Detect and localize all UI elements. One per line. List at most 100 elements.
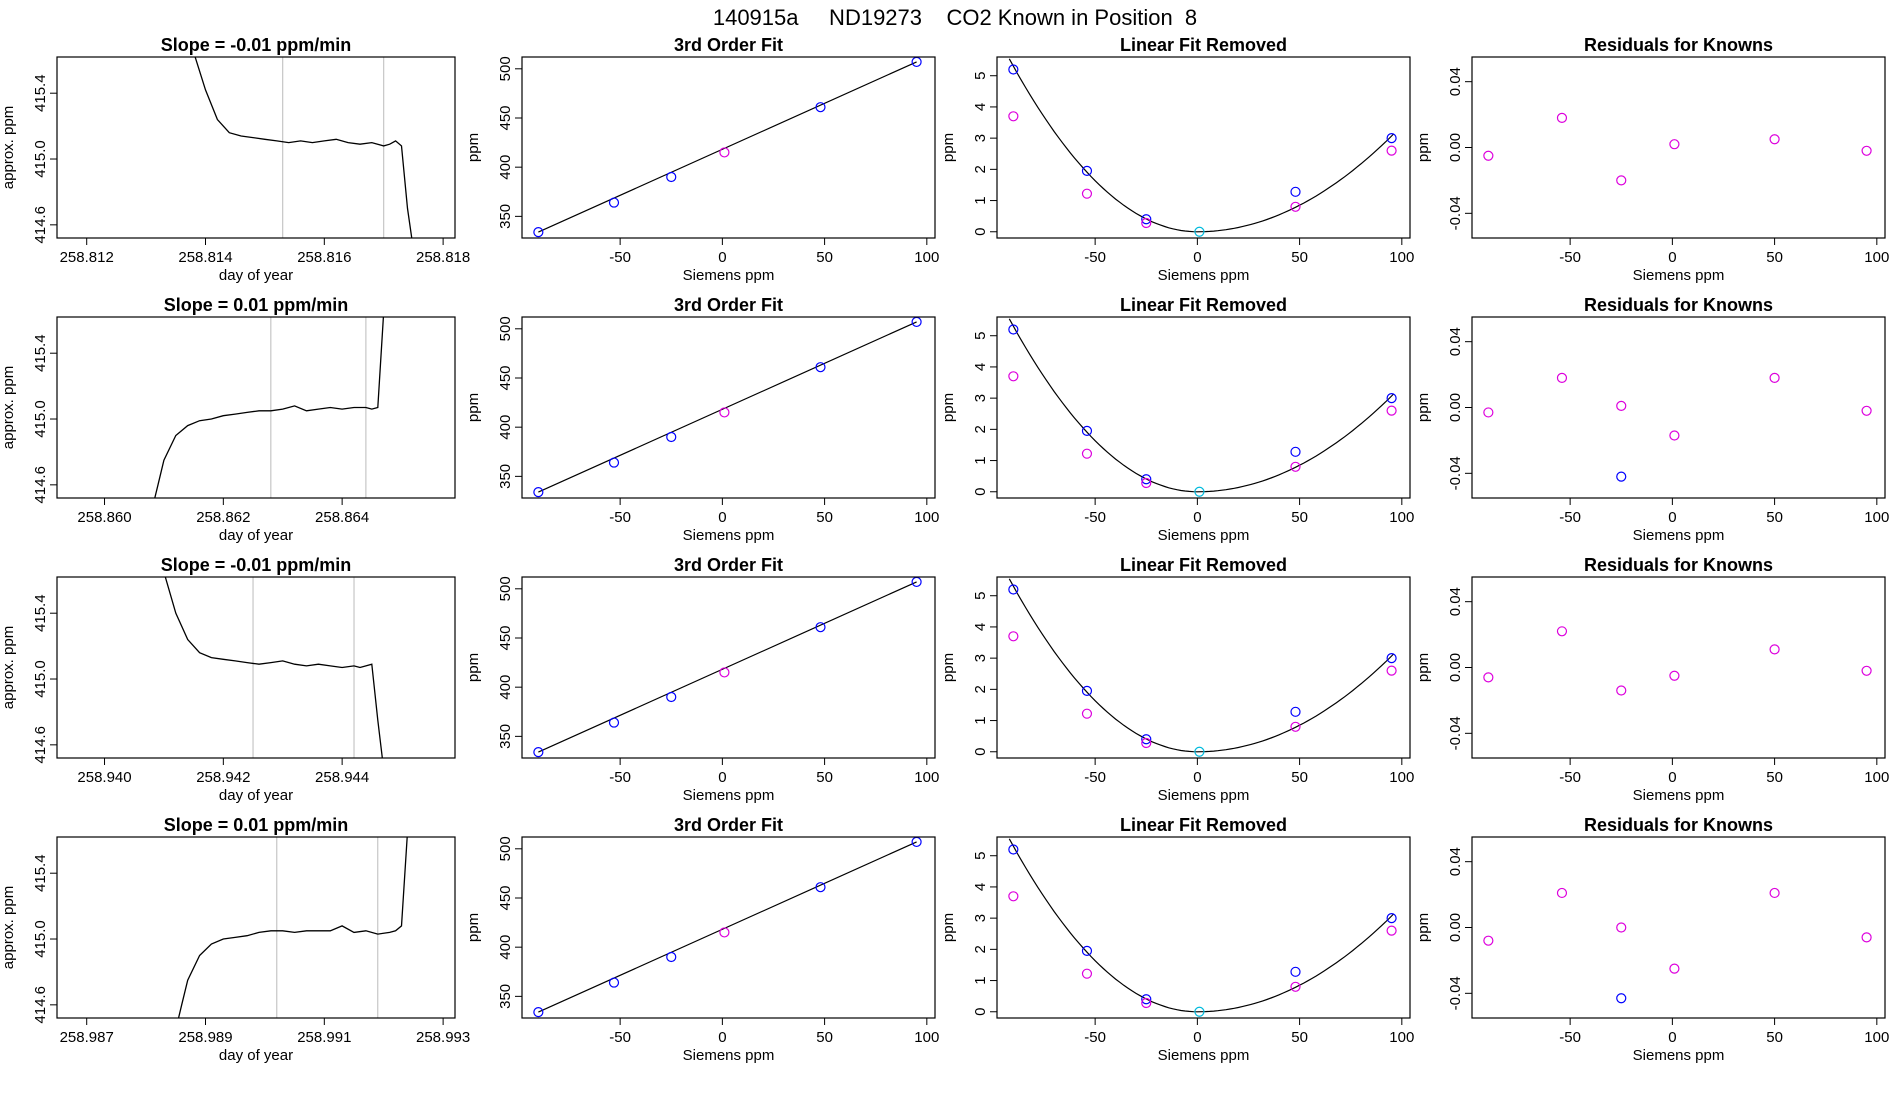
y-tick-label: 1 xyxy=(972,976,989,984)
x-tick-label: 50 xyxy=(1766,1029,1783,1046)
y-tick-label: 5 xyxy=(972,332,989,340)
y-tick-label: 414.6 xyxy=(32,466,49,504)
plot-frame xyxy=(56,836,456,1019)
cyan-data-point xyxy=(1194,1006,1205,1017)
y-tick-label: 0.04 xyxy=(1447,587,1464,616)
x-tick-label: 100 xyxy=(1864,769,1889,786)
plot-area xyxy=(533,57,922,238)
y-axis-label: ppm xyxy=(465,393,482,422)
magenta-data-point xyxy=(1386,405,1397,416)
y-axis-label: approx. ppm xyxy=(0,626,17,709)
x-tick-label: -50 xyxy=(609,769,631,786)
magenta-data-point xyxy=(1483,672,1494,683)
x-tick-label: 50 xyxy=(1291,509,1308,526)
concentration-trace xyxy=(194,57,413,238)
y-tick-label: 415.0 xyxy=(32,660,49,698)
magenta-data-point xyxy=(1616,400,1627,411)
x-tick-label: 100 xyxy=(1864,1029,1889,1046)
magenta-data-point xyxy=(1141,477,1152,489)
magenta-data-point xyxy=(719,927,730,938)
magenta-data-point xyxy=(1556,887,1568,899)
blue-data-point xyxy=(608,717,620,728)
magenta-data-point xyxy=(1290,981,1301,992)
plot-frame xyxy=(56,56,456,239)
magenta-data-point xyxy=(1669,139,1680,150)
panel-r3-c3: Residuals for Knowns -50 0 50 100 -0.04 0.00 0.… xyxy=(1415,815,1889,1064)
plot-area xyxy=(1008,58,1397,237)
x-tick-label: 100 xyxy=(1389,769,1414,786)
x-tick-label: 50 xyxy=(1766,769,1783,786)
magenta-data-point xyxy=(1008,371,1019,382)
panel-title: 3rd Order Fit xyxy=(674,555,783,575)
y-tick-label: 3 xyxy=(972,134,989,142)
blue-data-point xyxy=(608,457,620,468)
magenta-data-point xyxy=(1861,665,1872,676)
magenta-data-point xyxy=(1008,631,1019,642)
magenta-data-point xyxy=(1290,201,1301,212)
x-tick-label: -50 xyxy=(1559,249,1581,266)
plot-frame xyxy=(521,576,936,759)
x-axis-label: Siemens ppm xyxy=(683,267,775,284)
panel-title: Linear Fit Removed xyxy=(1120,815,1287,835)
magenta-data-point xyxy=(1769,134,1780,145)
x-tick-label: -50 xyxy=(609,249,631,266)
x-tick-label: -50 xyxy=(1559,769,1581,786)
plot-frame xyxy=(996,316,1411,499)
y-tick-label: 0.00 xyxy=(1447,653,1464,682)
blue-data-point xyxy=(1008,64,1019,75)
y-tick-label: 4 xyxy=(972,103,989,111)
magenta-data-point xyxy=(719,667,730,678)
y-axis-label: ppm xyxy=(1415,133,1432,162)
x-tick-label: -50 xyxy=(1559,509,1581,526)
panel-r2-c0: Slope = -0.01 ppm/min 258.940 258.942 258.9… xyxy=(0,555,456,804)
plot-frame xyxy=(996,56,1411,239)
plot-area xyxy=(1008,578,1397,757)
panel-r1-c3: Residuals for Knowns -50 0 50 100 -0.04 0.00 0.… xyxy=(1415,295,1889,544)
magenta-data-point xyxy=(1769,887,1780,899)
blue-data-point xyxy=(608,977,620,988)
y-axis-label: ppm xyxy=(1415,393,1432,422)
panel-r3-c1: 3rd Order Fit -50 0 50 100 350 400 450 500 Siemen… xyxy=(465,815,939,1064)
magenta-data-point xyxy=(1669,430,1680,441)
y-tick-label: 3 xyxy=(972,654,989,662)
x-tick-label: 50 xyxy=(1291,769,1308,786)
cyan-data-point xyxy=(1194,226,1205,237)
panel-title: 3rd Order Fit xyxy=(674,815,783,835)
panel-title: Residuals for Knowns xyxy=(1584,815,1773,835)
panel-title: Slope = 0.01 ppm/min xyxy=(164,815,349,835)
magenta-data-point xyxy=(1556,372,1568,383)
fit-line xyxy=(538,321,917,493)
y-tick-label: 0 xyxy=(972,488,989,496)
y-tick-label: 1 xyxy=(972,716,989,724)
plot-frame xyxy=(1471,316,1886,499)
magenta-data-point xyxy=(1769,372,1780,383)
y-axis-label: ppm xyxy=(940,393,957,422)
x-tick-label: 258.993 xyxy=(416,1029,470,1046)
y-axis-label: ppm xyxy=(465,913,482,942)
plot-area xyxy=(1483,112,1872,186)
y-tick-label: 415.0 xyxy=(32,920,49,958)
y-axis-label: ppm xyxy=(465,133,482,162)
blue-data-point xyxy=(666,951,677,963)
blue-data-point xyxy=(533,1006,544,1018)
blue-data-point xyxy=(666,171,677,183)
magenta-data-point xyxy=(1483,150,1494,161)
x-tick-label: 0 xyxy=(718,509,726,526)
y-tick-label: 0 xyxy=(972,1008,989,1016)
x-tick-label: 100 xyxy=(1389,1029,1414,1046)
magenta-data-point xyxy=(1141,217,1152,229)
panel-title: Residuals for Knowns xyxy=(1584,35,1773,55)
x-tick-label: -50 xyxy=(1084,249,1106,266)
x-tick-label: 258.814 xyxy=(178,249,232,266)
y-tick-label: 2 xyxy=(972,945,989,953)
plot-frame xyxy=(996,576,1411,759)
blue-data-point xyxy=(1081,165,1093,177)
plot-frame xyxy=(996,836,1411,1019)
y-tick-label: 415.0 xyxy=(32,400,49,438)
x-tick-label: 100 xyxy=(1389,249,1414,266)
magenta-data-point xyxy=(1081,448,1093,459)
magenta-data-point xyxy=(1290,721,1301,732)
concentration-trace xyxy=(177,837,408,1018)
x-tick-label: 0 xyxy=(1193,509,1201,526)
panel-r0-c3: Residuals for Knowns -50 0 50 100 -0.04 0.00 0.… xyxy=(1415,35,1889,284)
